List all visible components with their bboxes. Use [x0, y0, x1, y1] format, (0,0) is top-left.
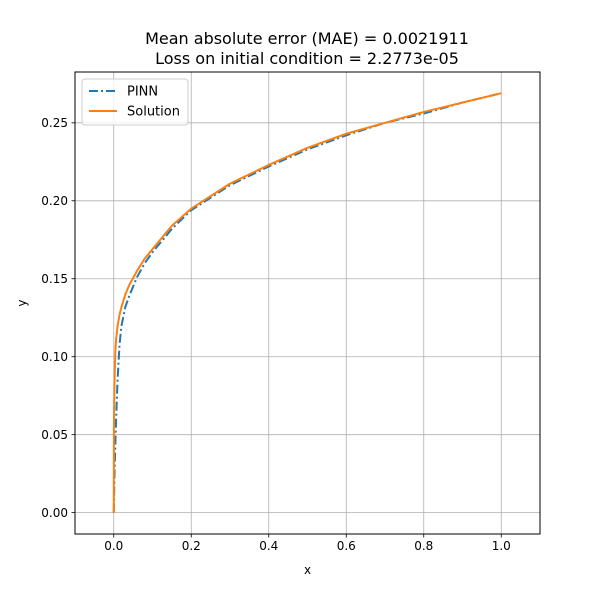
- legend-label-solution: Solution: [127, 105, 180, 120]
- x-tick-label: 0.0: [104, 539, 123, 553]
- y-axis-label: y: [15, 299, 29, 306]
- y-tick-label: 0.25: [41, 116, 68, 130]
- legend-label-pinn: PINN: [127, 85, 158, 100]
- chart-title-line-1: Mean absolute error (MAE) = 0.0021911: [145, 29, 469, 48]
- series-line-solution: [112, 92, 502, 513]
- x-tick-label: 0.4: [259, 539, 278, 553]
- x-tick-label: 1.0: [492, 539, 511, 553]
- y-tick-label: 0.15: [41, 272, 68, 286]
- series-layer: [112, 92, 502, 513]
- chart-title-line-2: Loss on initial condition = 2.2773e-05: [155, 49, 459, 68]
- x-tick-label: 0.8: [414, 539, 433, 553]
- y-tick-label: 0.05: [41, 428, 68, 442]
- grid: [75, 72, 540, 534]
- legend: PINN Solution: [81, 78, 189, 126]
- y-tick-label: 0.00: [41, 506, 68, 520]
- y-tick-label: 0.20: [41, 194, 68, 208]
- x-tick-label: 0.2: [182, 539, 201, 553]
- x-axis-label: x: [304, 563, 311, 577]
- plot-frame: [74, 71, 541, 535]
- axis-ticks: 0.0 0.2 0.4 0.6 0.8 1.0 0.00 0.05 0.10 0.15 0.20 0.…: [41, 116, 511, 553]
- x-tick-label: 0.6: [337, 539, 356, 553]
- y-tick-label: 0.10: [41, 350, 68, 364]
